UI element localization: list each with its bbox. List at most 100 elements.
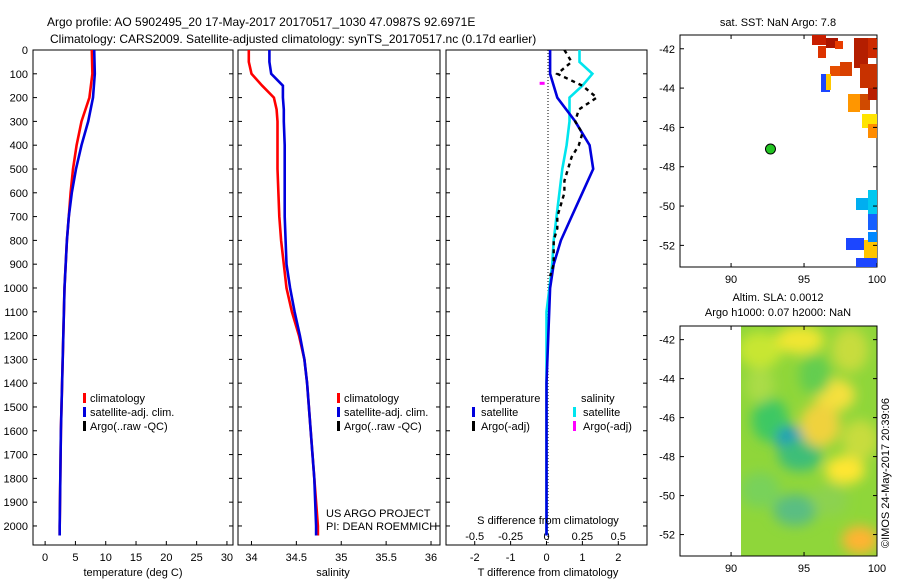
t-diff-xlabel: T difference from climatology — [478, 567, 619, 579]
sst-patch — [846, 238, 864, 250]
sla-blob — [825, 456, 865, 484]
t-diff-tick-label: -1 — [506, 552, 516, 564]
temperature-tick-label: 10 — [100, 552, 112, 564]
sla-blob — [746, 367, 774, 403]
sla-title-1: Altim. SLA: 0.0012 — [732, 292, 823, 304]
header-line2: Climatology: CARS2009. Satellite-adjuste… — [50, 32, 536, 46]
legend-argo: Argo(..raw -QC) — [344, 421, 422, 433]
sst-lon-label: 95 — [798, 274, 810, 286]
salinity-tick-label: 35 — [335, 552, 347, 564]
t-diff-argo-line — [548, 49, 599, 277]
t-diff-tick-label: 1 — [579, 552, 585, 564]
s-diff-xlabel: S difference from climatology — [477, 515, 619, 527]
sla-blob — [812, 484, 848, 516]
temperature-xlabel: temperature (deg C) — [83, 567, 182, 579]
depth-tick-label: 1000 — [4, 283, 28, 295]
depth-tick-label: 600 — [10, 188, 28, 200]
sst-patch — [868, 124, 877, 138]
depth-tick-label: 500 — [10, 164, 28, 176]
s-diff-satellite-line — [545, 50, 595, 536]
argo-location-marker — [764, 143, 776, 155]
legend-climatology-swatch — [83, 393, 86, 403]
depth-tick-label: 1600 — [4, 426, 28, 438]
sla-lat-label: -42 — [659, 335, 675, 347]
t-diff-satellite-line — [545, 50, 595, 536]
sst-title: sat. SST: NaN Argo: 7.8 — [720, 17, 836, 29]
legend-satellite-swatch — [83, 407, 86, 417]
legend-t-argo: Argo(-adj) — [481, 421, 530, 433]
sla-lat-label: -44 — [659, 374, 675, 386]
legend-t-satellite: satellite — [481, 407, 518, 419]
depth-tick-label: 1200 — [4, 331, 28, 343]
sla-lat-label: -46 — [659, 413, 675, 425]
sst-patch — [856, 258, 877, 267]
legend-satellite: satellite-adj. clim. — [344, 407, 428, 419]
sst-patch — [826, 38, 838, 48]
sla-blob — [800, 403, 840, 447]
sla-lat-label: -50 — [659, 491, 675, 503]
legend-argo-swatch — [337, 421, 340, 431]
legend-satellite-swatch — [337, 407, 340, 417]
depth-tick-label: 1300 — [4, 354, 28, 366]
sst-map-panel: sat. SST: NaN Argo: 7.8 -42 -44 -46 -48 -50 -… — [659, 17, 886, 286]
depth-tick-label: 1800 — [4, 473, 28, 485]
s-diff-tick-label: 0 — [543, 531, 549, 543]
sst-patch — [868, 232, 877, 242]
depth-tick-label: 700 — [10, 212, 28, 224]
sla-lon-label: 100 — [868, 563, 886, 575]
sla-lon-label: 90 — [725, 563, 737, 575]
temperature-plot-frame — [32, 49, 234, 546]
sst-patch — [830, 66, 840, 76]
temperature-panel: 0100200300400500600700800900100011001200… — [4, 45, 234, 579]
sla-blob — [799, 355, 831, 395]
depth-tick-label: 400 — [10, 140, 28, 152]
depth-tick-label: 800 — [10, 235, 28, 247]
legend-satellite: satellite-adj. clim. — [90, 407, 174, 419]
sla-lat-label: -48 — [659, 452, 675, 464]
sst-lon-label: 90 — [725, 274, 737, 286]
sst-lat-label: -50 — [659, 201, 675, 213]
sst-patch — [848, 94, 860, 112]
legend-s-satellite: satellite — [583, 407, 620, 419]
depth-tick-label: 1500 — [4, 402, 28, 414]
salinity-tick-label: 36 — [425, 552, 437, 564]
sla-blob — [842, 420, 877, 460]
depth-tick-label: 1900 — [4, 497, 28, 509]
sst-patch — [812, 35, 826, 45]
sst-patch — [868, 214, 877, 230]
temperature-tick-label: 30 — [221, 552, 233, 564]
sst-lon-label: 100 — [868, 274, 886, 286]
sst-patch — [854, 38, 868, 68]
sst-patch — [868, 88, 877, 100]
difference-legend: temperature salinity satellite Argo(-adj… — [472, 393, 632, 433]
sla-field — [741, 326, 877, 556]
temperature-tick-label: 25 — [191, 552, 203, 564]
sst-lat-label: -42 — [659, 44, 675, 56]
sst-patch — [864, 240, 877, 258]
depth-tick-label: 200 — [10, 93, 28, 105]
sla-blob — [842, 526, 877, 554]
temperature-tick-label: 5 — [72, 552, 78, 564]
legend-s-satellite-swatch — [573, 407, 576, 417]
sst-patch — [826, 74, 831, 90]
difference-panel: -2 -1 0 1 2 -0.5 -0.25 0 0.25 0.5 T difference fr… — [445, 49, 648, 579]
sla-blob — [773, 494, 817, 526]
depth-tick-label: 300 — [10, 116, 28, 128]
salinity-panel: 34 34.5 35 35.5 36 salinity climatology sate… — [237, 49, 441, 579]
s-diff-tick-label: -0.25 — [498, 531, 523, 543]
legend-t-argo-swatch — [472, 421, 475, 431]
s-diff-tick-label: 0.5 — [611, 531, 626, 543]
sla-blob — [752, 398, 788, 442]
sla-lon-label: 95 — [798, 563, 810, 575]
sst-patch — [840, 62, 852, 76]
sst-patch — [868, 38, 877, 58]
legend-climatology: climatology — [90, 393, 146, 405]
salinity-plot-frame — [237, 49, 441, 546]
temperature-tick-label: 15 — [130, 552, 142, 564]
salinity-tick-label: 34.5 — [286, 552, 307, 564]
sst-patch — [835, 41, 843, 49]
sst-data-patches — [812, 35, 877, 267]
sla-lat-label: -52 — [659, 530, 675, 542]
depth-tick-label: 0 — [22, 45, 28, 57]
